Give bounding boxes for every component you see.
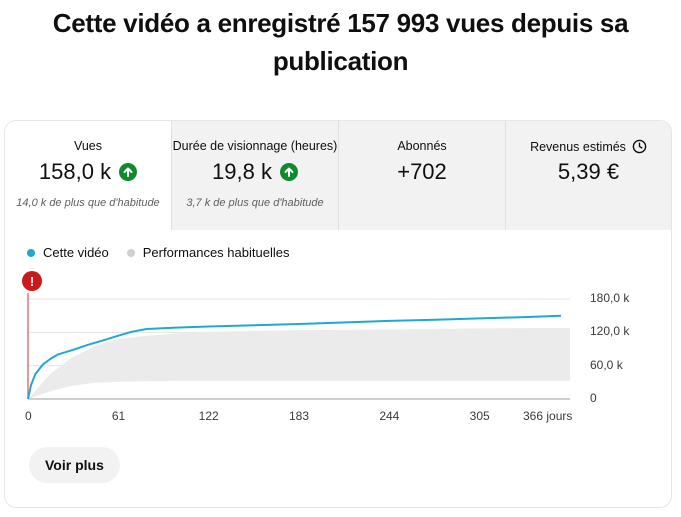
metric-subscribers[interactable]: Abonnés +702	[339, 121, 506, 230]
y-tick-label: 0	[590, 391, 597, 405]
metric-comparison: 3,7 k de plus que d'habitude	[186, 197, 324, 209]
metric-watch-time[interactable]: Durée de visionnage (heures) 19,8 k 3,7 …	[172, 121, 339, 230]
legend-dot-icon	[27, 248, 35, 257]
alert-icon[interactable]: !	[22, 271, 42, 291]
metric-comparison: 14,0 k de plus que d'habitude	[16, 197, 160, 209]
x-tick-label: 0	[25, 409, 32, 423]
metric-label-row: Revenus estimés	[506, 139, 671, 154]
y-tick-label: 60,0 k	[590, 357, 623, 372]
series-line-this-video	[27, 314, 562, 400]
arrow-up-icon	[119, 163, 138, 181]
metric-value-row: 19,8 k	[172, 159, 338, 185]
metric-value-row: 158,0 k	[5, 159, 171, 185]
arrow-up-icon	[279, 163, 298, 181]
see-more-button[interactable]: Voir plus	[29, 447, 120, 483]
metrics-row: Vues 158,0 k 14,0 k de plus que d'habitu…	[5, 121, 671, 230]
metric-views[interactable]: Vues 158,0 k 14,0 k de plus que d'habitu…	[5, 121, 172, 230]
x-tick-label: 244	[379, 409, 400, 423]
metric-value: +702	[397, 159, 447, 184]
x-tick-label: 305	[469, 409, 490, 423]
legend-item-typical: Performances habituelles	[126, 245, 290, 260]
metric-label: Vues	[73, 139, 103, 153]
legend-label: Cette vidéo	[43, 245, 109, 260]
x-tick-label: 183	[289, 409, 310, 423]
legend-dot-icon	[126, 248, 135, 257]
typical-performance-band	[28, 327, 570, 399]
chart-legend: Cette vidéo Performances habituelles	[27, 245, 289, 260]
clock-icon[interactable]	[632, 139, 647, 154]
metric-label: Abonnés	[397, 139, 447, 153]
metric-value: 5,39 €	[557, 159, 620, 184]
x-tick-label: 61	[111, 409, 126, 423]
metric-label: Durée de visionnage (heures)	[172, 139, 338, 153]
metric-value-row: +702	[339, 159, 505, 185]
legend-label: Performances habituelles	[142, 245, 290, 260]
metric-label: Revenus estimés	[530, 139, 626, 154]
page-title: Cette vidéo a enregistré 157 993 vues de…	[52, 8, 629, 76]
metric-value-row: 5,39 €	[506, 159, 671, 185]
metric-value: 19,8 k	[212, 159, 272, 184]
x-tick-label: 122	[198, 409, 219, 423]
metric-revenue[interactable]: Revenus estimés 5,39 €	[506, 121, 671, 230]
y-tick-label: 180,0 k	[590, 291, 630, 305]
views-chart	[27, 293, 570, 400]
x-tick-label: 366 jours	[523, 409, 573, 423]
y-tick-label: 120,0 k	[590, 324, 630, 339]
analytics-card: Vues 158,0 k 14,0 k de plus que d'habitu…	[4, 120, 672, 508]
legend-item-this-video: Cette vidéo	[27, 245, 109, 260]
metric-value: 158,0 k	[38, 159, 112, 184]
